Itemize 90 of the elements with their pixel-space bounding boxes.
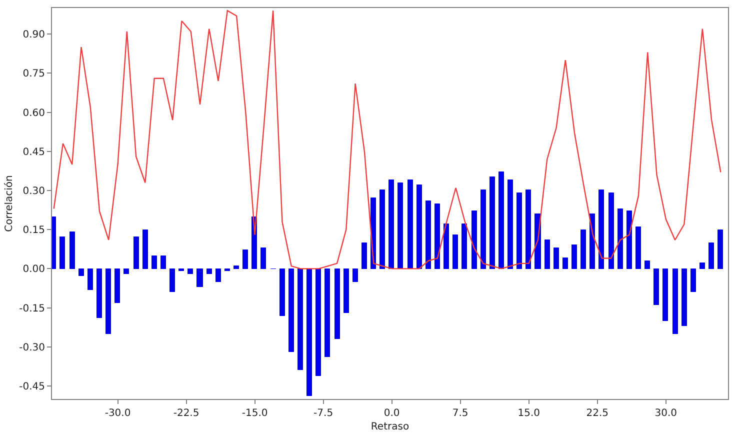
bar bbox=[526, 190, 531, 269]
bar bbox=[590, 214, 595, 269]
bar bbox=[580, 230, 586, 269]
bar bbox=[216, 268, 221, 282]
bar bbox=[388, 180, 394, 269]
x-tick-label: 22.5 bbox=[586, 408, 609, 419]
bar bbox=[52, 216, 56, 269]
line-series bbox=[53, 10, 722, 270]
y-tick-label: 0.90 bbox=[22, 30, 45, 41]
y-tick-label: -0.45 bbox=[19, 381, 45, 392]
bar bbox=[690, 268, 696, 292]
bar bbox=[88, 268, 93, 290]
y-tick-label: -0.15 bbox=[19, 303, 45, 314]
bar bbox=[572, 244, 577, 269]
bar bbox=[708, 242, 714, 269]
bar bbox=[70, 232, 75, 269]
bar bbox=[434, 204, 440, 269]
bar bbox=[160, 256, 166, 269]
y-tick-label: 0.75 bbox=[22, 68, 45, 80]
bar bbox=[426, 200, 431, 269]
y-tick-label: -0.30 bbox=[19, 342, 45, 354]
x-tick-label: 0.0 bbox=[384, 408, 400, 419]
bar bbox=[280, 268, 285, 316]
bar bbox=[344, 268, 349, 313]
bar bbox=[562, 258, 568, 269]
x-tick-label: 30.0 bbox=[654, 408, 678, 419]
bar bbox=[508, 180, 513, 269]
bar bbox=[480, 190, 486, 269]
bar bbox=[718, 230, 723, 269]
bar bbox=[498, 172, 504, 269]
bar bbox=[96, 268, 102, 318]
bar bbox=[78, 268, 84, 276]
bar bbox=[114, 268, 120, 303]
bar bbox=[516, 192, 522, 269]
bar bbox=[544, 240, 550, 269]
bar bbox=[462, 224, 467, 269]
bar bbox=[170, 268, 175, 292]
bar bbox=[444, 224, 449, 269]
bar bbox=[626, 210, 632, 269]
x-tick-label: -30.0 bbox=[104, 408, 131, 419]
bar bbox=[700, 262, 705, 269]
bar bbox=[234, 266, 239, 269]
bar bbox=[380, 190, 385, 269]
x-tick-label: -7.5 bbox=[314, 408, 334, 419]
bar bbox=[398, 182, 403, 269]
bar bbox=[362, 242, 367, 269]
bar bbox=[124, 268, 129, 274]
bar bbox=[598, 190, 604, 269]
x-tick-label: 7.5 bbox=[452, 408, 468, 419]
y-tick-label: 0.45 bbox=[22, 146, 45, 158]
bar bbox=[662, 268, 668, 321]
y-tick-label: 0.60 bbox=[22, 108, 45, 119]
bar bbox=[298, 268, 303, 370]
y-axis-title: Correlación bbox=[4, 175, 16, 232]
bar bbox=[324, 268, 330, 357]
bar bbox=[60, 236, 65, 269]
bar bbox=[654, 268, 659, 305]
x-tick-label: 15.0 bbox=[518, 408, 540, 419]
bar bbox=[316, 268, 321, 376]
bar bbox=[106, 268, 111, 334]
bar bbox=[408, 180, 413, 269]
x-tick-label: -22.5 bbox=[173, 408, 200, 419]
bar bbox=[134, 236, 139, 269]
bar bbox=[416, 184, 422, 269]
bar bbox=[334, 268, 340, 339]
bar bbox=[682, 268, 687, 326]
bar bbox=[260, 248, 266, 269]
bar bbox=[452, 234, 458, 269]
x-axis-title: Retraso bbox=[370, 422, 410, 432]
bar bbox=[672, 268, 678, 334]
bar bbox=[490, 176, 495, 269]
bar bbox=[644, 260, 650, 269]
y-tick-label: 0.30 bbox=[22, 186, 45, 197]
bar bbox=[206, 268, 212, 274]
bar bbox=[472, 210, 477, 269]
bar bbox=[288, 268, 294, 352]
bar bbox=[618, 208, 623, 269]
bar bbox=[306, 268, 312, 396]
y-tick-label: 0.15 bbox=[22, 225, 45, 236]
y-tick-label: 0.00 bbox=[22, 264, 45, 276]
x-tick-label: -15.0 bbox=[242, 408, 268, 419]
bar bbox=[196, 268, 203, 287]
bar bbox=[636, 226, 641, 269]
bar bbox=[608, 192, 614, 269]
bar bbox=[554, 248, 559, 269]
bar bbox=[352, 268, 358, 282]
bar bbox=[142, 230, 148, 269]
bar bbox=[188, 268, 193, 274]
bar bbox=[242, 250, 248, 269]
bar bbox=[152, 256, 157, 269]
